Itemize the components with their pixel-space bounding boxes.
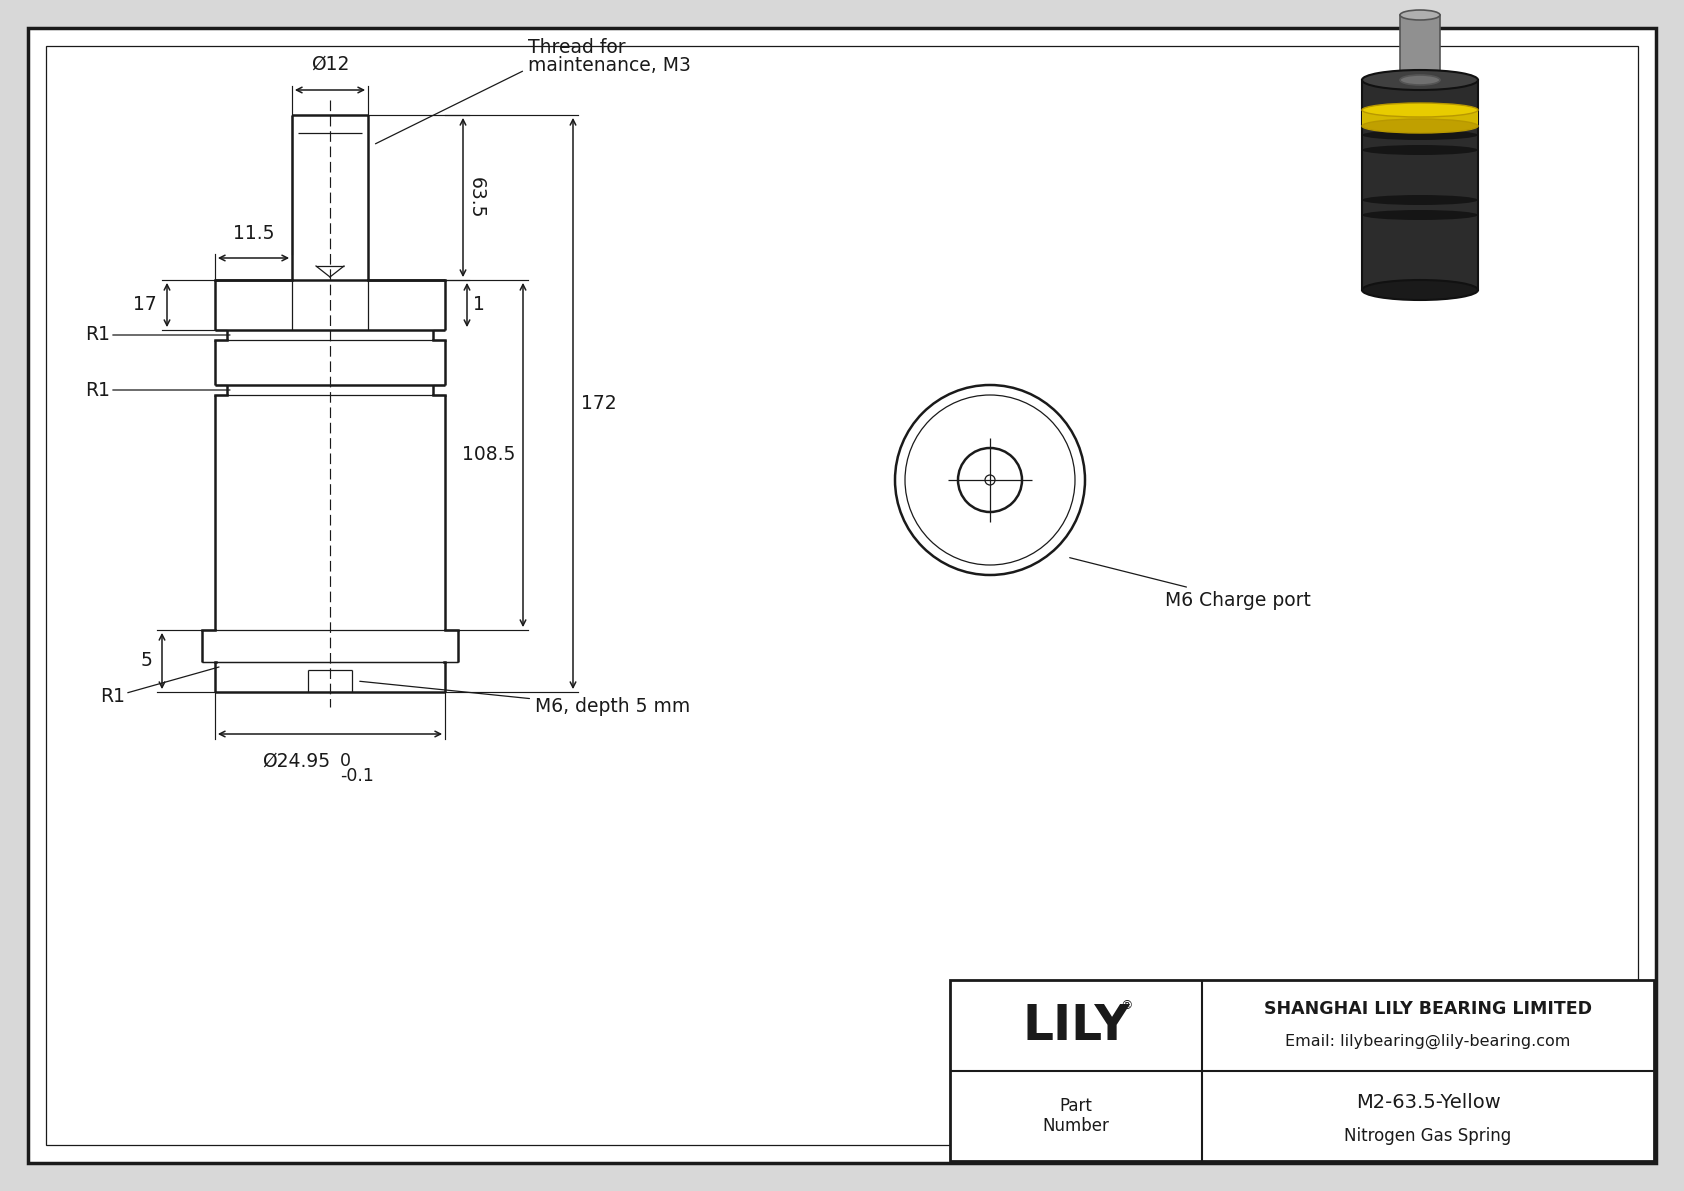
Ellipse shape [1362,130,1479,141]
Ellipse shape [1362,119,1479,133]
Text: Ø12: Ø12 [312,55,349,74]
Text: SHANGHAI LILY BEARING LIMITED: SHANGHAI LILY BEARING LIMITED [1265,1000,1591,1018]
Text: Nitrogen Gas Spring: Nitrogen Gas Spring [1344,1127,1512,1145]
Ellipse shape [1362,280,1479,300]
Text: 172: 172 [581,394,616,413]
Bar [1362,110,1479,126]
Ellipse shape [1362,195,1479,205]
Text: maintenance, M3: maintenance, M3 [529,56,690,75]
Text: R1: R1 [84,380,231,399]
Ellipse shape [1362,70,1479,91]
Text: ®: ® [1120,999,1132,1012]
Ellipse shape [1362,210,1479,220]
Ellipse shape [1362,102,1479,117]
Text: 63.5: 63.5 [466,176,487,218]
Text: M6, depth 5 mm: M6, depth 5 mm [360,681,690,717]
Text: Part
Number: Part Number [1042,1097,1110,1135]
Bar [950,980,1654,1161]
Text: 17: 17 [133,295,157,314]
Text: Email: lilybearing@lily-bearing.com: Email: lilybearing@lily-bearing.com [1285,1034,1571,1049]
Text: 0: 0 [340,752,350,771]
Text: 11.5: 11.5 [232,224,274,243]
Bar [1362,80,1479,289]
Text: R1: R1 [84,325,231,344]
Text: 5: 5 [140,651,152,671]
Text: Ø24.95: Ø24.95 [263,752,330,771]
Bar [1399,15,1440,80]
Ellipse shape [1362,145,1479,155]
Text: Thread for: Thread for [529,38,626,57]
Text: 1: 1 [473,295,485,314]
Text: M2-63.5-Yellow: M2-63.5-Yellow [1356,1093,1500,1112]
Ellipse shape [1399,10,1440,20]
Ellipse shape [1399,75,1440,85]
Text: M6 Charge port: M6 Charge port [1069,557,1310,610]
Text: -0.1: -0.1 [340,767,374,785]
Text: LILY: LILY [1022,1002,1130,1049]
Text: R1: R1 [99,667,219,706]
Text: 108.5: 108.5 [461,445,515,464]
